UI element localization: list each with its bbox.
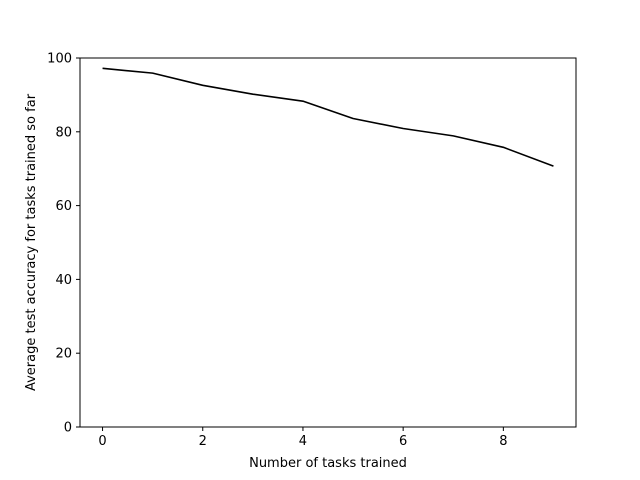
x-axis: 0 2 4 6 8 (98, 427, 507, 449)
y-tick-label: 80 (55, 125, 72, 140)
y-axis-label: Average test accuracy for tasks trained … (24, 93, 39, 391)
x-tick-label: 2 (199, 434, 207, 449)
y-tick-label: 100 (47, 52, 72, 67)
x-tick-label: 8 (499, 434, 507, 449)
x-tick-label: 6 (399, 434, 407, 449)
x-axis-label: Number of tasks trained (249, 456, 407, 471)
y-tick-label: 20 (55, 347, 72, 362)
x-tick-label: 4 (299, 434, 307, 449)
y-tick-label: 40 (55, 273, 72, 288)
series-line-0 (102, 67, 554, 167)
plot-area (102, 67, 554, 167)
y-tick-label: 60 (55, 199, 72, 214)
y-axis: 0 20 40 60 80 100 (47, 52, 80, 436)
plot-frame (79, 57, 577, 428)
x-tick-label: 0 (98, 434, 106, 449)
y-tick-label: 0 (64, 421, 72, 436)
